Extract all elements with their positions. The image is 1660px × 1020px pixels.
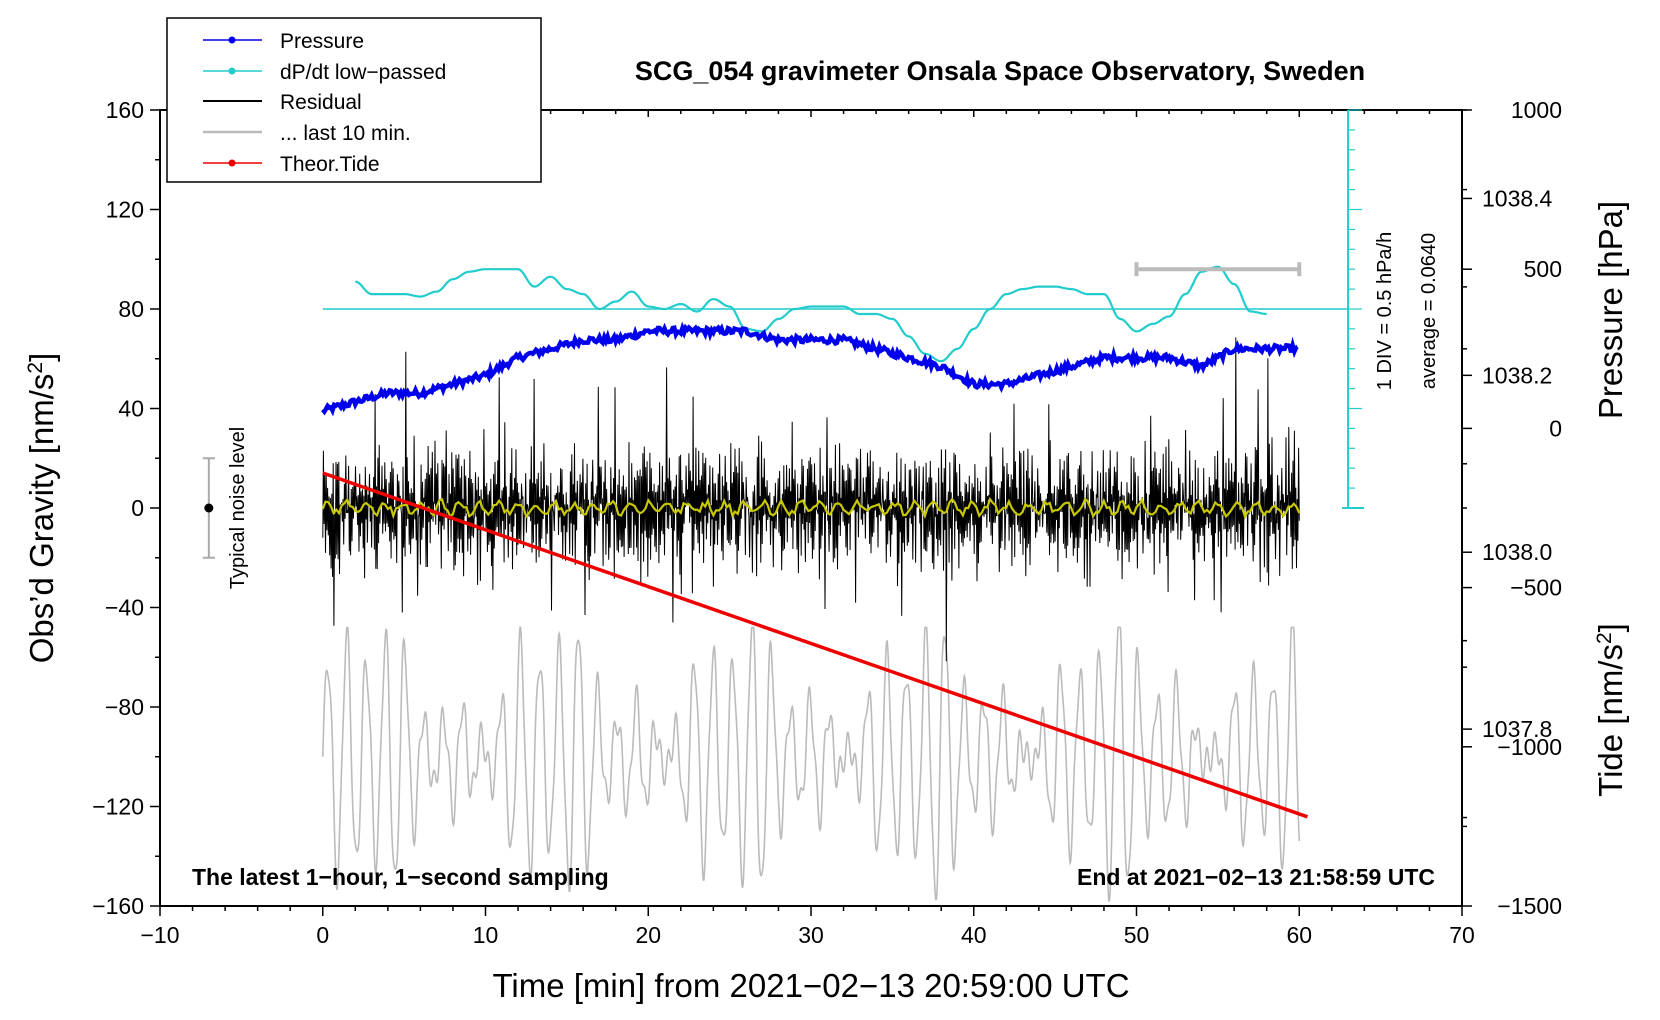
y-left-tick-label: 0 bbox=[131, 495, 144, 521]
legend-marker-dpdt bbox=[228, 67, 236, 75]
residual-series bbox=[322, 337, 1300, 662]
x-tick-label: 30 bbox=[798, 922, 824, 948]
axes: −10 0 10 20 30 40 50 60 70 160 120 80 40 0 −40 −80 −120 −… bbox=[92, 97, 1562, 948]
x-tick-label: −10 bbox=[140, 922, 179, 948]
legend-marker-tide bbox=[228, 159, 236, 167]
y-left-axis-label-close: ] bbox=[23, 353, 60, 362]
y-left-axis-label-main: Obs’d Gravity [nm/s bbox=[23, 374, 60, 664]
y-pressure-tick-label: 1038.0 bbox=[1482, 539, 1552, 565]
legend: Pressure dP/dt low−passed Residual ... l… bbox=[166, 17, 542, 183]
annotations bbox=[202, 109, 1365, 559]
noise-bar-center bbox=[204, 503, 214, 513]
y-right-pressure-label: Pressure [hPa] bbox=[1592, 201, 1629, 419]
y-left-axis-label-sup: 2 bbox=[24, 362, 47, 374]
x-axis-label: Time [min] from 2021−02−13 20:59:00 UTC bbox=[492, 967, 1129, 1004]
tide-series bbox=[322, 471, 1308, 819]
last10-series bbox=[322, 626, 1301, 902]
y-left-tick-label: 40 bbox=[118, 396, 144, 422]
end-time-note: End at 2021−02−13 21:58:59 UTC bbox=[1077, 864, 1435, 890]
y-tide-tick-label: 500 bbox=[1524, 256, 1562, 282]
average-annotation: average = 0.0640 bbox=[1418, 233, 1440, 389]
y-left-tick-label: 160 bbox=[106, 97, 144, 123]
y-tide-tick-label: −500 bbox=[1510, 575, 1562, 601]
y-left-tick-label: −120 bbox=[92, 794, 144, 820]
y-left-tick-label: −80 bbox=[105, 694, 144, 720]
y-tide-tick-label: 1000 bbox=[1511, 97, 1562, 123]
x-tick-label: 20 bbox=[635, 922, 661, 948]
series-layer bbox=[321, 265, 1349, 902]
sampling-note: The latest 1−hour, 1−second sampling bbox=[192, 864, 609, 890]
y-right-tide-label-close: ] bbox=[1592, 623, 1629, 632]
noise-level-label: Typical noise level bbox=[227, 427, 249, 589]
pressure-series bbox=[321, 321, 1299, 417]
legend-label-pressure: Pressure bbox=[280, 30, 364, 53]
y-pressure-tick-label: 1037.8 bbox=[1482, 716, 1552, 742]
legend-label-last10: ... last 10 min. bbox=[280, 122, 411, 145]
legend-marker-pressure bbox=[228, 36, 236, 44]
dpdt-series bbox=[355, 265, 1267, 363]
legend-label-tide: Theor.Tide bbox=[280, 153, 380, 176]
y-left-axis-label: Obs’d Gravity [nm/s2] bbox=[23, 353, 60, 664]
y-left-tick-label: 120 bbox=[106, 197, 144, 223]
chart-title: SCG_054 gravimeter Onsala Space Observat… bbox=[635, 56, 1365, 86]
div-scale-annotation: 1 DIV = 0.5 hPa/h bbox=[1374, 232, 1396, 390]
y-left-tick-label: 80 bbox=[118, 296, 144, 322]
x-tick-label: 10 bbox=[473, 922, 499, 948]
y-tide-tick-label: −1000 bbox=[1497, 734, 1562, 760]
y-left-tick-label: −160 bbox=[92, 893, 144, 919]
y-right-tide-label-sup: 2 bbox=[1593, 632, 1616, 644]
legend-label-residual: Residual bbox=[280, 91, 362, 114]
x-tick-label: 70 bbox=[1449, 922, 1475, 948]
y-pressure-tick-label: 1038.4 bbox=[1482, 185, 1553, 211]
y-pressure-tick-label: 1038.2 bbox=[1482, 362, 1552, 388]
y-tide-tick-label: 0 bbox=[1549, 415, 1562, 441]
x-tick-label: 40 bbox=[961, 922, 987, 948]
legend-label-dpdt: dP/dt low−passed bbox=[280, 61, 446, 84]
x-tick-label: 0 bbox=[316, 922, 329, 948]
y-left-tick-label: −40 bbox=[105, 595, 144, 621]
y-right-tide-label: Tide [nm/s2] bbox=[1592, 623, 1629, 797]
y-right-tide-label-main: Tide [nm/s bbox=[1592, 644, 1629, 797]
x-tick-label: 50 bbox=[1124, 922, 1150, 948]
x-tick-label: 60 bbox=[1286, 922, 1312, 948]
y-tide-tick-label: −1500 bbox=[1497, 893, 1562, 919]
residual-smoothed-series bbox=[321, 496, 1301, 520]
